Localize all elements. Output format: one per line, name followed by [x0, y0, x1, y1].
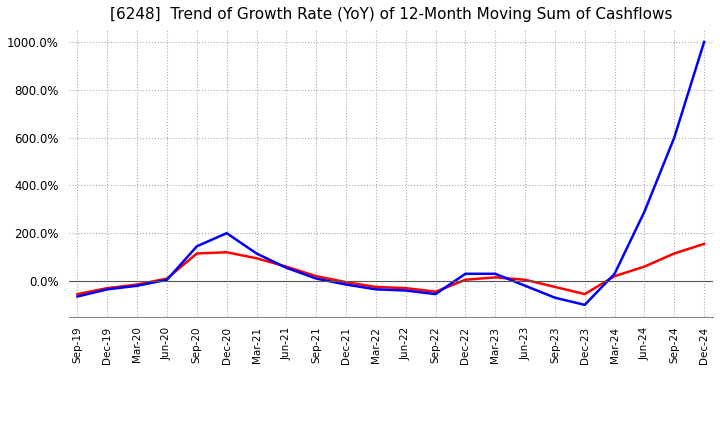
Free Cashflow	[282, 265, 291, 271]
Free Cashflow	[103, 287, 112, 292]
Free Cashflow	[222, 231, 231, 236]
Operating Cashflow	[551, 284, 559, 290]
Operating Cashflow	[252, 256, 261, 261]
Free Cashflow	[163, 277, 171, 282]
Operating Cashflow	[670, 251, 678, 256]
Operating Cashflow	[580, 291, 589, 297]
Free Cashflow	[431, 291, 440, 297]
Legend: Operating Cashflow, Free Cashflow: Operating Cashflow, Free Cashflow	[220, 436, 562, 440]
Operating Cashflow	[611, 274, 619, 279]
Operating Cashflow	[461, 277, 469, 282]
Operating Cashflow	[312, 274, 320, 279]
Title: [6248]  Trend of Growth Rate (YoY) of 12-Month Moving Sum of Cashflows: [6248] Trend of Growth Rate (YoY) of 12-…	[109, 7, 672, 22]
Free Cashflow	[252, 251, 261, 256]
Line: Operating Cashflow: Operating Cashflow	[78, 244, 704, 294]
Free Cashflow	[372, 287, 380, 292]
Operating Cashflow	[342, 279, 351, 285]
Free Cashflow	[461, 271, 469, 276]
Operating Cashflow	[133, 282, 142, 287]
Free Cashflow	[491, 271, 500, 276]
Free Cashflow	[312, 276, 320, 281]
Operating Cashflow	[192, 251, 201, 256]
Free Cashflow	[640, 209, 649, 214]
Operating Cashflow	[491, 275, 500, 280]
Operating Cashflow	[282, 264, 291, 269]
Free Cashflow	[521, 283, 529, 288]
Operating Cashflow	[521, 277, 529, 282]
Free Cashflow	[611, 271, 619, 276]
Free Cashflow	[342, 282, 351, 287]
Operating Cashflow	[222, 249, 231, 255]
Operating Cashflow	[401, 286, 410, 291]
Free Cashflow	[133, 283, 142, 288]
Operating Cashflow	[73, 291, 82, 297]
Operating Cashflow	[372, 284, 380, 290]
Free Cashflow	[73, 294, 82, 299]
Operating Cashflow	[163, 276, 171, 281]
Free Cashflow	[670, 135, 678, 140]
Free Cashflow	[192, 244, 201, 249]
Free Cashflow	[401, 288, 410, 293]
Free Cashflow	[700, 39, 708, 44]
Free Cashflow	[551, 295, 559, 301]
Free Cashflow	[580, 302, 589, 308]
Line: Free Cashflow: Free Cashflow	[78, 42, 704, 305]
Operating Cashflow	[640, 264, 649, 269]
Operating Cashflow	[700, 241, 708, 246]
Operating Cashflow	[103, 286, 112, 291]
Operating Cashflow	[431, 289, 440, 294]
